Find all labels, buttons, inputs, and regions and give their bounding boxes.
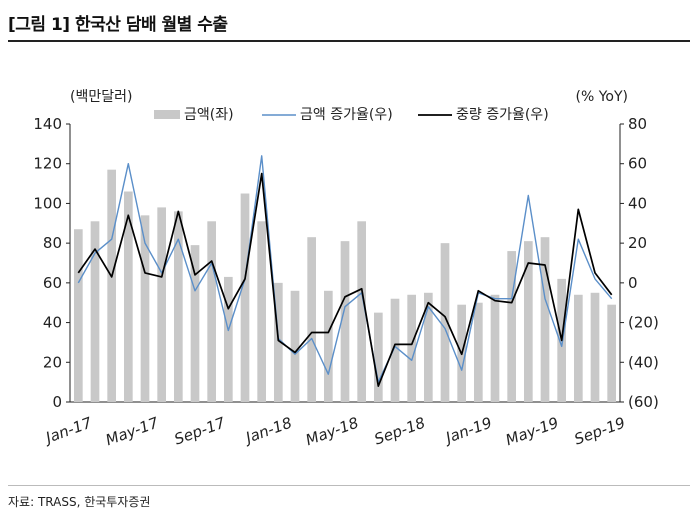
bar-nov-18: [440, 243, 450, 402]
bar-feb-17: [90, 221, 100, 402]
x-tick-label: Jan-17: [41, 413, 95, 447]
bar-dec-17: [257, 221, 266, 402]
figure-title: [그림 1] 한국산 담배 월별 수출: [8, 15, 228, 35]
bar-mar-17: [107, 169, 116, 402]
left-tick-label: 60: [43, 274, 62, 292]
left-axis-unit: (백만달러): [70, 89, 132, 105]
value-growth-line: [77, 155, 613, 383]
legend-label-value-bar: 금액(좌): [184, 107, 234, 123]
bar-apr-17: [124, 191, 133, 402]
x-tick-label: Jan-18: [241, 414, 295, 448]
left-tick-label: 80: [43, 234, 62, 252]
left-tick-label: 20: [43, 353, 62, 371]
volume-growth-line: [77, 172, 613, 387]
title-divider: [8, 40, 690, 42]
right-axis-unit: (% YoY): [576, 89, 629, 105]
bar-mar-18: [307, 237, 316, 402]
source-divider: [8, 485, 690, 486]
bar-jan-17: [74, 229, 83, 402]
bar-may-19: [540, 237, 550, 402]
right-tick-label: 60: [628, 155, 647, 173]
bar-jul-18: [374, 312, 383, 402]
x-tick-label: May-19: [503, 414, 561, 450]
bar-aug-17: [190, 245, 200, 402]
x-tick-label: May-18: [303, 414, 361, 450]
right-tick-label: 0: [628, 274, 638, 292]
bar-oct-18: [424, 292, 433, 402]
right-tick-label: 80: [628, 115, 647, 133]
left-tick-label: 140: [33, 115, 62, 133]
bar-jun-18: [357, 221, 366, 402]
left-tick-label: 0: [52, 393, 62, 411]
right-tick-label: 40: [628, 194, 647, 212]
left-tick-label: 120: [33, 155, 62, 173]
left-tick-label: 40: [43, 314, 62, 332]
legend-swatch-value-bar: [154, 110, 180, 119]
bar-jun-17: [157, 207, 166, 402]
bar-may-17: [140, 215, 150, 402]
bar-aug-18: [390, 298, 400, 402]
bar-feb-18: [290, 290, 300, 402]
legend-label-value-growth: 금액 증가율(우): [300, 107, 393, 123]
bar-mar-19: [507, 251, 516, 402]
bar-oct-17: [224, 276, 233, 402]
x-tick-label: Jan-19: [441, 414, 495, 448]
left-tick-label: 100: [33, 194, 62, 212]
x-tick-label: Sep-19: [572, 414, 628, 449]
bar-sep-18: [407, 294, 416, 402]
bar-jan-18: [274, 282, 283, 402]
bar-jul-17: [174, 211, 183, 402]
legend-label-volume-growth: 중량 증가율(우): [456, 107, 549, 123]
bar-apr-19: [524, 241, 533, 402]
bar-sep-19: [607, 304, 616, 402]
source-note: 자료: TRASS, 한국투자증권: [8, 495, 151, 509]
x-tick-label: May-17: [103, 413, 161, 449]
right-tick-label: 20: [628, 234, 647, 252]
x-tick-label: Sep-17: [172, 413, 228, 448]
bar-sep-17: [207, 221, 216, 402]
bar-may-18: [340, 241, 350, 402]
bar-nov-17: [240, 193, 250, 402]
right-tick-label: (60): [628, 393, 659, 411]
bar-aug-19: [590, 292, 600, 402]
bar-jul-19: [574, 294, 583, 402]
right-tick-label: (20): [628, 314, 659, 332]
x-tick-label: Sep-18: [372, 414, 428, 449]
bar-apr-18: [324, 290, 333, 402]
right-tick-label: (40): [628, 353, 659, 371]
bar-jan-19: [474, 302, 483, 402]
bar-feb-19: [490, 294, 500, 402]
